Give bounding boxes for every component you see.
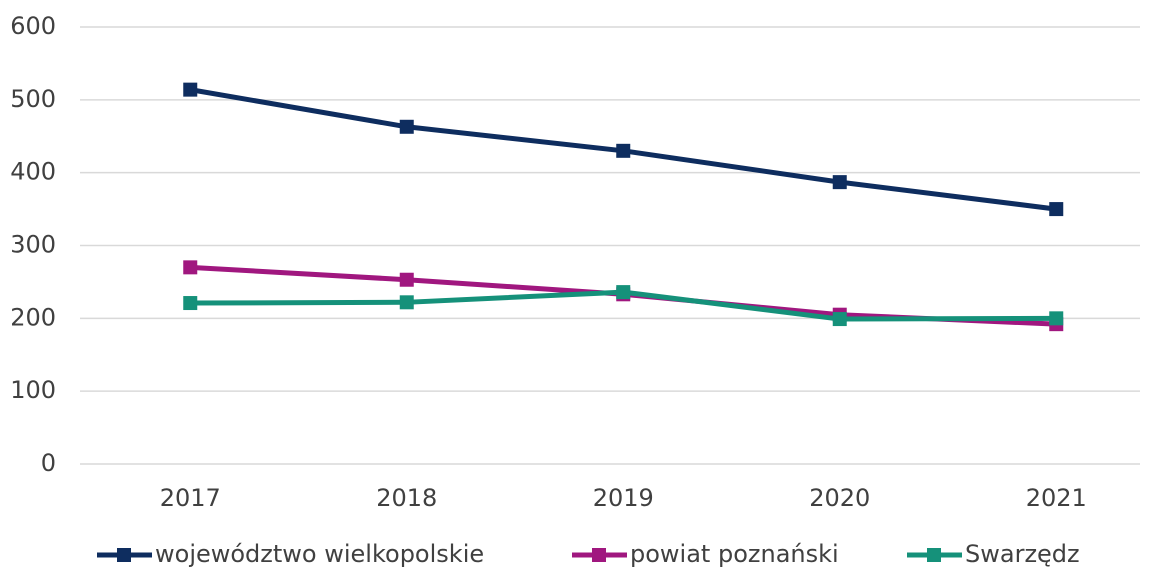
- point-marker: [399, 272, 414, 287]
- legend-label: Swarzędz: [965, 540, 1080, 568]
- point-marker: [183, 82, 198, 97]
- y-tick-label: 400: [10, 158, 56, 186]
- x-tick-label: 2019: [593, 484, 654, 512]
- x-tick-label: 2020: [809, 484, 870, 512]
- point-marker: [832, 175, 847, 190]
- legend-marker: [592, 548, 606, 562]
- y-tick-label: 500: [10, 85, 56, 113]
- legend-label: województwo wielkopolskie: [155, 540, 484, 568]
- legend-marker: [927, 548, 941, 562]
- y-tick-label: 300: [10, 231, 56, 259]
- point-marker: [183, 296, 198, 311]
- x-tick-label: 2021: [1026, 484, 1087, 512]
- x-tick-label: 2018: [376, 484, 437, 512]
- y-tick-label: 0: [41, 449, 56, 477]
- point-marker: [399, 119, 414, 134]
- x-tick-label: 2017: [160, 484, 221, 512]
- legend-label: powiat poznański: [630, 540, 839, 568]
- point-marker: [1049, 311, 1064, 326]
- y-tick-label: 200: [10, 303, 56, 331]
- point-marker: [183, 260, 198, 275]
- point-marker: [616, 285, 631, 300]
- point-marker: [832, 312, 847, 327]
- point-marker: [399, 295, 414, 310]
- point-marker: [616, 143, 631, 158]
- legend-marker: [117, 548, 131, 562]
- point-marker: [1049, 202, 1064, 217]
- y-tick-label: 600: [10, 12, 56, 40]
- y-tick-label: 100: [10, 376, 56, 404]
